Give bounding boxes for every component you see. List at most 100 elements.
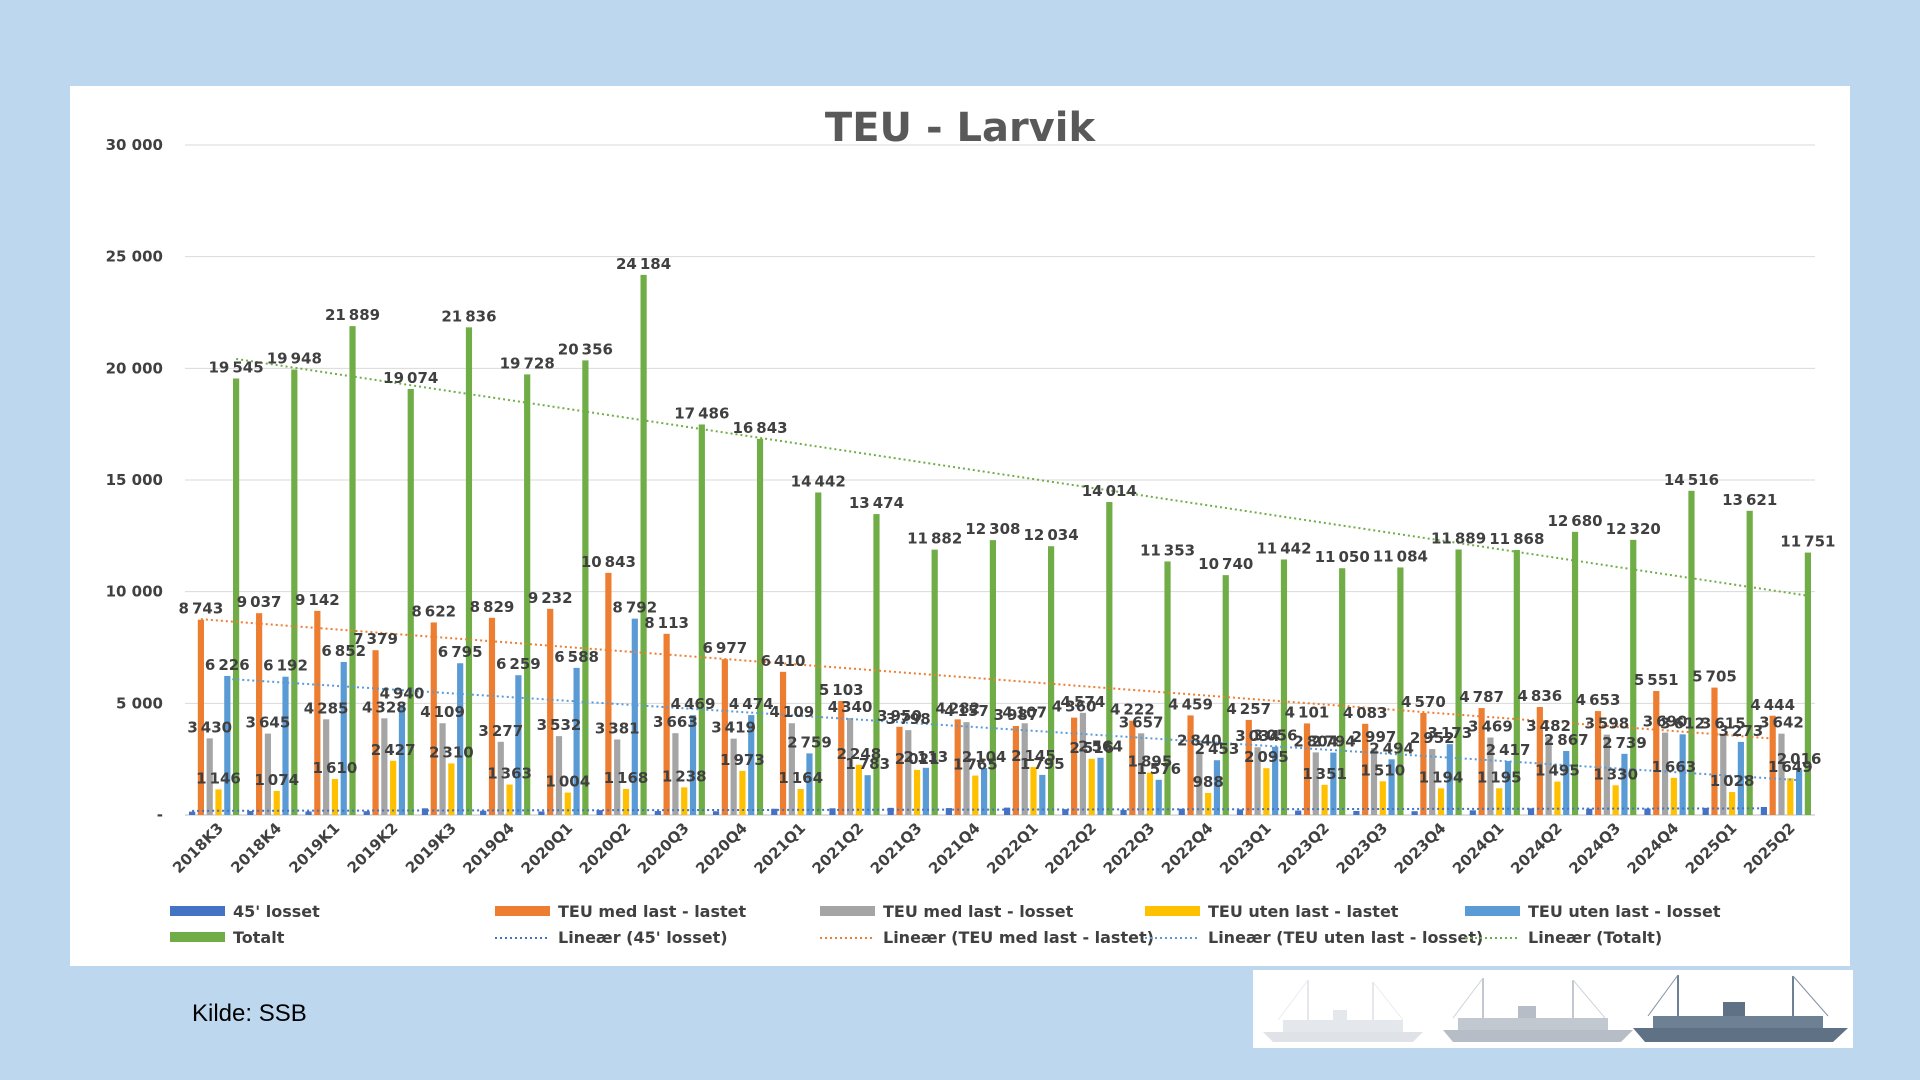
bar: [1245, 719, 1252, 815]
bar: [1079, 712, 1087, 815]
data-label: 3 381: [595, 719, 640, 737]
data-label: 3 612: [1660, 714, 1705, 732]
x-tick-label: 2020Q1: [518, 819, 577, 878]
x-tick-label: 2020Q2: [576, 819, 635, 878]
data-label: 4 222: [1110, 701, 1155, 719]
bar: [381, 718, 388, 815]
data-label: 8 829: [470, 598, 515, 616]
data-label: 4 257: [1226, 700, 1271, 718]
x-tick-label: 2018K4: [227, 819, 285, 877]
bar: [1711, 687, 1718, 815]
source-note: Kilde: SSB: [192, 1000, 307, 1027]
data-label: 4 285: [304, 699, 349, 717]
data-label: 1 765: [953, 756, 998, 774]
data-label: 4 083: [1343, 704, 1388, 722]
data-label: 1 610: [313, 759, 358, 777]
bar: [1653, 691, 1660, 815]
data-label: 13 474: [849, 494, 904, 512]
x-tick-label: 2019K3: [402, 819, 460, 877]
bar: [1720, 734, 1727, 815]
bar: [1048, 546, 1055, 815]
bar: [1138, 733, 1145, 815]
bar: [931, 549, 938, 815]
bar: [945, 808, 952, 815]
data-label: 4 469: [671, 695, 716, 713]
bar: [1429, 749, 1436, 815]
data-label: 8 792: [612, 599, 657, 617]
bar: [448, 763, 455, 815]
data-label: 9 037: [237, 593, 282, 611]
y-tick-label: 15 000: [106, 471, 163, 489]
data-label: 19 728: [500, 354, 555, 372]
y-tick-label: 20 000: [106, 359, 163, 377]
x-tick-label: 2022Q4: [1158, 819, 1217, 878]
bar: [614, 739, 621, 815]
legend-swatch: [1465, 906, 1520, 916]
data-label: 7 379: [353, 630, 398, 648]
data-label: 2 310: [429, 743, 474, 761]
bar: [430, 622, 437, 815]
bar: [291, 369, 298, 815]
x-tick-label: 2019K1: [286, 819, 344, 877]
bar: [1236, 809, 1244, 815]
bar: [1397, 567, 1404, 815]
bar: [349, 326, 356, 815]
data-label: 2 739: [1602, 734, 1647, 752]
bar: [1379, 781, 1386, 815]
bar: [887, 807, 894, 815]
bar: [672, 733, 679, 815]
bar: [779, 671, 787, 815]
data-label: 8 113: [644, 614, 689, 632]
data-label: 6 259: [496, 655, 541, 673]
data-label: 3 657: [1119, 713, 1164, 731]
bar: [1644, 808, 1651, 815]
x-tick-label: 2019K2: [344, 819, 402, 877]
data-label: 1 783: [845, 755, 890, 773]
bar: [480, 810, 487, 815]
data-label: 2 145: [1011, 747, 1056, 765]
data-label: 3 532: [537, 716, 582, 734]
data-label: 14 442: [791, 472, 846, 490]
data-label: 2 867: [1544, 731, 1589, 749]
bar: [264, 733, 272, 815]
x-tick-label: 2024Q2: [1507, 819, 1566, 878]
data-label: 2 104: [962, 748, 1007, 766]
bar: [1254, 747, 1261, 815]
x-tick-label: 2025Q2: [1740, 819, 1799, 878]
data-label: 2 427: [371, 741, 416, 759]
data-label: 2 564: [1078, 738, 1123, 756]
x-tick-label: 2024Q3: [1565, 819, 1624, 878]
bar: [524, 374, 531, 815]
bar: [189, 811, 196, 815]
data-label: 6 795: [438, 643, 483, 661]
bar: [197, 619, 205, 815]
bar: [1688, 490, 1695, 815]
x-tick-label: 2021Q3: [867, 819, 926, 878]
data-label: 1 495: [1535, 762, 1580, 780]
chart-title: TEU - Larvik: [825, 105, 1097, 151]
legend: 45' losset TEU med last - lastet TEU med l…: [170, 902, 1721, 947]
bar: [398, 704, 406, 815]
y-tick-label: 5 000: [116, 694, 163, 712]
data-label: 4 340: [828, 698, 873, 716]
x-tick-label: 2023Q4: [1391, 819, 1450, 878]
legend-label: TEU med last - losset: [883, 902, 1074, 921]
x-tick-label: 2018K3: [169, 819, 227, 877]
bar: [1321, 784, 1328, 815]
bar: [1804, 552, 1811, 815]
data-label: 1 074: [254, 771, 299, 789]
x-tick-label: 2021Q2: [809, 819, 868, 878]
data-label: 1 973: [720, 751, 765, 769]
gridlines: [185, 144, 1815, 816]
legend-label: TEU uten last - lastet: [1208, 902, 1399, 921]
trendlines: [192, 357, 1809, 812]
data-label: 4 444: [1750, 696, 1795, 714]
bar: [698, 424, 705, 815]
data-label: 4 328: [362, 698, 407, 716]
bar: [730, 738, 737, 815]
bar: [1545, 737, 1552, 815]
bar: [1536, 706, 1543, 815]
data-label: 3 642: [1759, 714, 1804, 732]
bar: [1586, 808, 1593, 815]
bar: [596, 810, 603, 815]
